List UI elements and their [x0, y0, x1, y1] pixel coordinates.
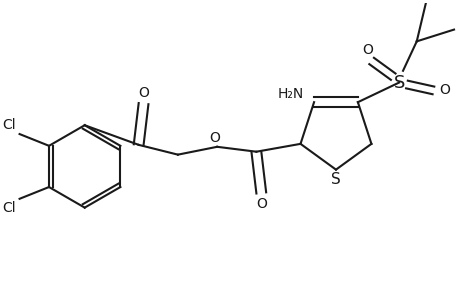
Text: Cl: Cl	[2, 118, 16, 132]
Text: O: O	[362, 43, 372, 57]
Text: H₂N: H₂N	[277, 87, 303, 101]
Text: S: S	[392, 74, 404, 92]
Text: O: O	[255, 197, 266, 211]
Text: O: O	[138, 86, 149, 100]
Text: Cl: Cl	[2, 201, 16, 215]
Text: O: O	[438, 83, 449, 98]
Text: S: S	[330, 172, 340, 187]
Text: O: O	[209, 131, 220, 145]
